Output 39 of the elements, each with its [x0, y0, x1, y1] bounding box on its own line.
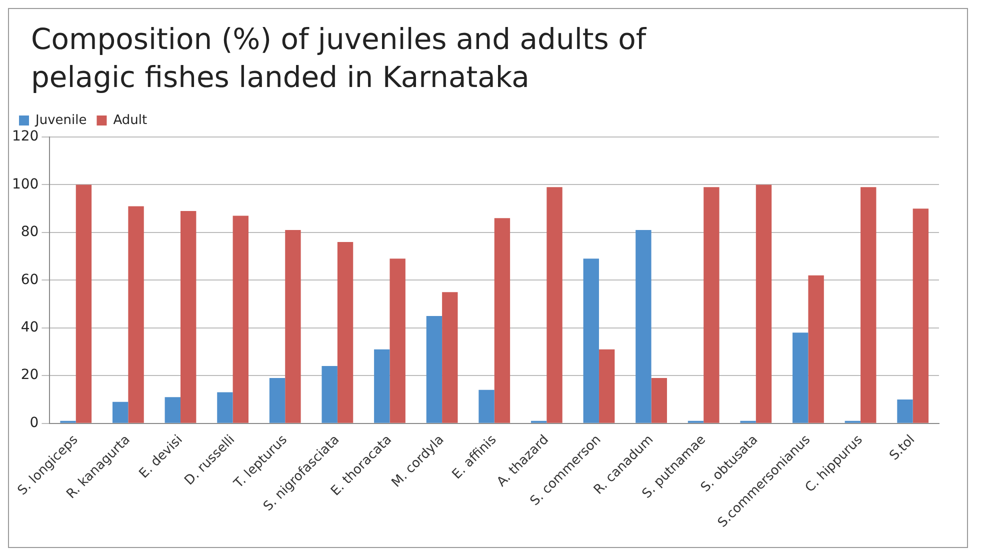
bar — [860, 187, 876, 424]
bar — [636, 230, 652, 424]
bar — [494, 218, 510, 424]
bar — [180, 211, 196, 424]
chart-title: Composition (%) of juveniles and adults of pelagic fishes landed in Karnataka — [30, 21, 648, 96]
bar — [651, 378, 667, 424]
legend-label: Adult — [113, 113, 148, 128]
bar — [322, 366, 338, 424]
bar — [128, 206, 144, 424]
bar — [426, 316, 442, 424]
bar — [583, 259, 599, 424]
y-tick-label: 60 — [20, 272, 39, 288]
bar — [164, 397, 180, 424]
bar — [442, 292, 458, 424]
legend-label: Juvenile — [34, 113, 87, 128]
bar — [374, 350, 390, 424]
bar — [478, 390, 494, 424]
y-tick-label: 120 — [12, 129, 39, 146]
y-tick-label: 0 — [30, 415, 39, 432]
bar — [792, 333, 808, 424]
y-tick-label: 20 — [20, 368, 39, 384]
bar — [285, 230, 301, 424]
bar — [112, 402, 128, 424]
bar — [232, 216, 248, 424]
y-tick-label: 80 — [20, 224, 39, 240]
y-tick-label: 40 — [20, 320, 39, 336]
bar — [912, 208, 929, 424]
bar — [808, 276, 824, 424]
y-tick-label: 100 — [12, 176, 39, 193]
bar — [756, 185, 772, 424]
bar — [704, 187, 720, 424]
bar — [598, 350, 615, 424]
bar — [337, 242, 354, 424]
bar — [546, 187, 562, 424]
bar — [76, 185, 92, 424]
bar — [390, 259, 406, 424]
bar — [217, 392, 233, 424]
bar — [897, 400, 913, 424]
bar — [269, 378, 286, 424]
